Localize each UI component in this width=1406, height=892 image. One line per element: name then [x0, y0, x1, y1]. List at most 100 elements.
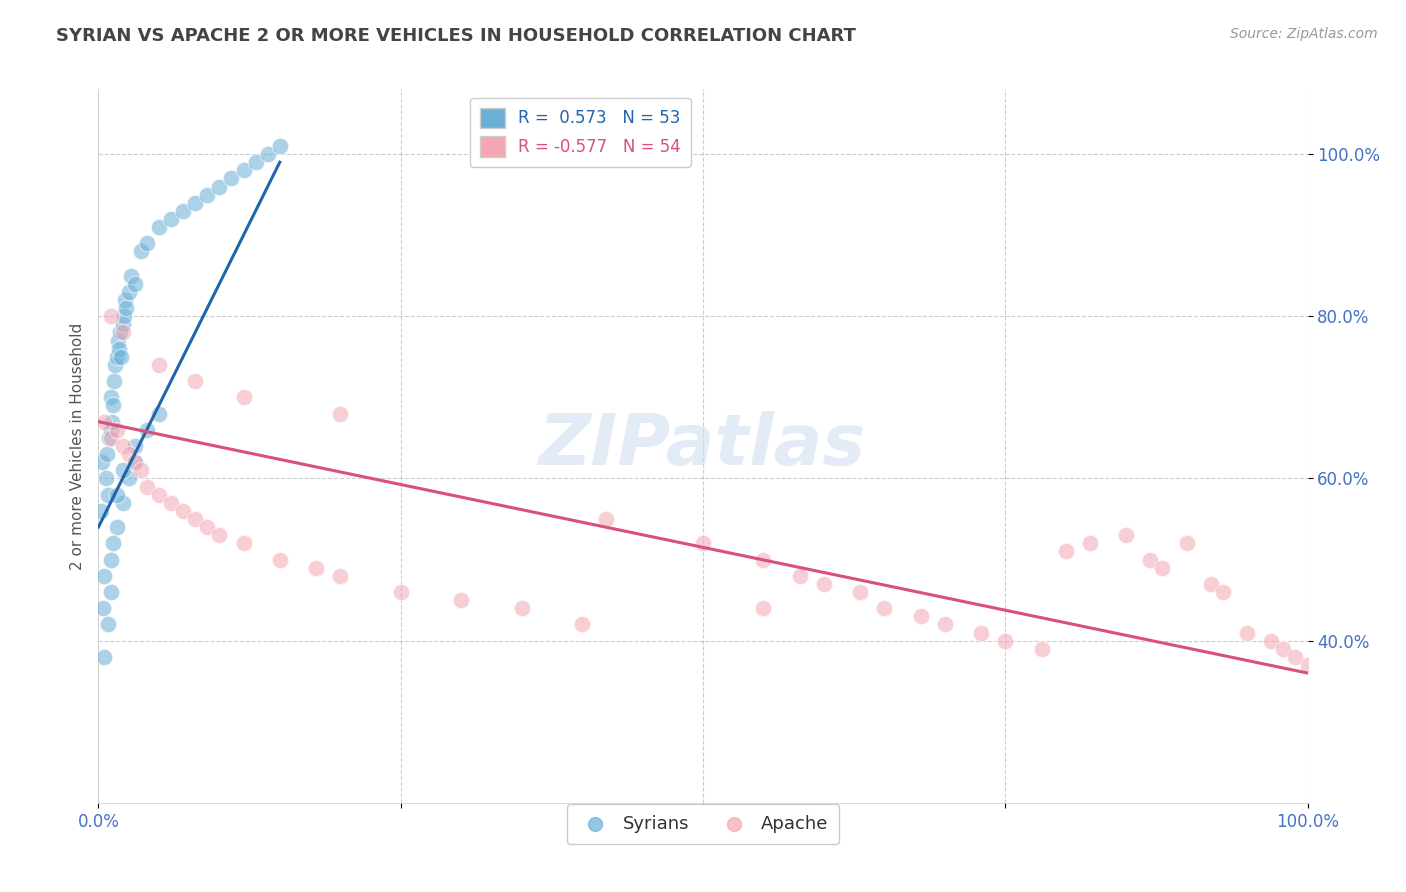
Point	[115, 301, 138, 315]
Point	[1212, 585, 1234, 599]
Point	[184, 512, 207, 526]
Point	[510, 601, 533, 615]
Point	[110, 350, 132, 364]
Point	[208, 179, 231, 194]
Point	[195, 520, 218, 534]
Point	[101, 536, 124, 550]
Point	[305, 560, 328, 574]
Point	[101, 399, 124, 413]
Point	[148, 220, 170, 235]
Point	[100, 390, 122, 404]
Point	[595, 512, 617, 526]
Point	[1078, 536, 1101, 550]
Point	[111, 326, 134, 340]
Point	[1199, 577, 1222, 591]
Point	[1054, 544, 1077, 558]
Point	[90, 504, 112, 518]
Point	[100, 552, 122, 566]
Point	[970, 625, 993, 640]
Point	[1272, 641, 1295, 656]
Point	[148, 488, 170, 502]
Point	[208, 528, 231, 542]
Point	[111, 439, 134, 453]
Point	[111, 496, 134, 510]
Point	[97, 617, 120, 632]
Point	[910, 609, 932, 624]
Point	[124, 455, 146, 469]
Point	[1175, 536, 1198, 550]
Point	[232, 390, 254, 404]
Point	[96, 447, 118, 461]
Point	[571, 617, 593, 632]
Point	[789, 568, 811, 582]
Point	[118, 285, 141, 299]
Point	[1115, 528, 1137, 542]
Point	[118, 471, 141, 485]
Point	[129, 463, 152, 477]
Point	[93, 415, 115, 429]
Point	[389, 585, 412, 599]
Point	[849, 585, 872, 599]
Point	[148, 358, 170, 372]
Point	[184, 195, 207, 210]
Point	[94, 471, 117, 485]
Point	[104, 358, 127, 372]
Point	[692, 536, 714, 550]
Point	[1031, 641, 1053, 656]
Point	[172, 203, 194, 218]
Point	[195, 187, 218, 202]
Point	[269, 552, 291, 566]
Point	[108, 326, 131, 340]
Point	[103, 374, 125, 388]
Point	[118, 447, 141, 461]
Point	[450, 593, 472, 607]
Point	[256, 147, 278, 161]
Point	[111, 463, 134, 477]
Legend: Syrians, Apache: Syrians, Apache	[567, 804, 839, 844]
Point	[1139, 552, 1161, 566]
Point	[108, 342, 131, 356]
Point	[124, 439, 146, 453]
Text: Source: ZipAtlas.com: Source: ZipAtlas.com	[1230, 27, 1378, 41]
Point	[232, 163, 254, 178]
Text: ZIPatlas: ZIPatlas	[540, 411, 866, 481]
Point	[107, 334, 129, 348]
Point	[1236, 625, 1258, 640]
Point	[184, 374, 207, 388]
Point	[160, 496, 183, 510]
Point	[105, 350, 128, 364]
Point	[100, 310, 122, 324]
Point	[135, 236, 157, 251]
Point	[813, 577, 835, 591]
Point	[994, 633, 1017, 648]
Point	[100, 431, 122, 445]
Point	[93, 649, 115, 664]
Point	[160, 211, 183, 226]
Point	[93, 568, 115, 582]
Point	[105, 423, 128, 437]
Point	[232, 536, 254, 550]
Point	[269, 139, 291, 153]
Point	[752, 601, 775, 615]
Point	[873, 601, 896, 615]
Point	[135, 423, 157, 437]
Point	[221, 171, 243, 186]
Point	[129, 244, 152, 259]
Point	[245, 155, 267, 169]
Point	[91, 455, 114, 469]
Point	[97, 488, 120, 502]
Point	[135, 479, 157, 493]
Point	[105, 488, 128, 502]
Point	[172, 504, 194, 518]
Point	[1296, 657, 1319, 672]
Point	[1152, 560, 1174, 574]
Point	[114, 293, 136, 307]
Point	[111, 318, 134, 332]
Point	[120, 268, 142, 283]
Point	[105, 520, 128, 534]
Point	[98, 431, 121, 445]
Point	[100, 423, 122, 437]
Point	[329, 407, 352, 421]
Point	[112, 310, 135, 324]
Point	[91, 601, 114, 615]
